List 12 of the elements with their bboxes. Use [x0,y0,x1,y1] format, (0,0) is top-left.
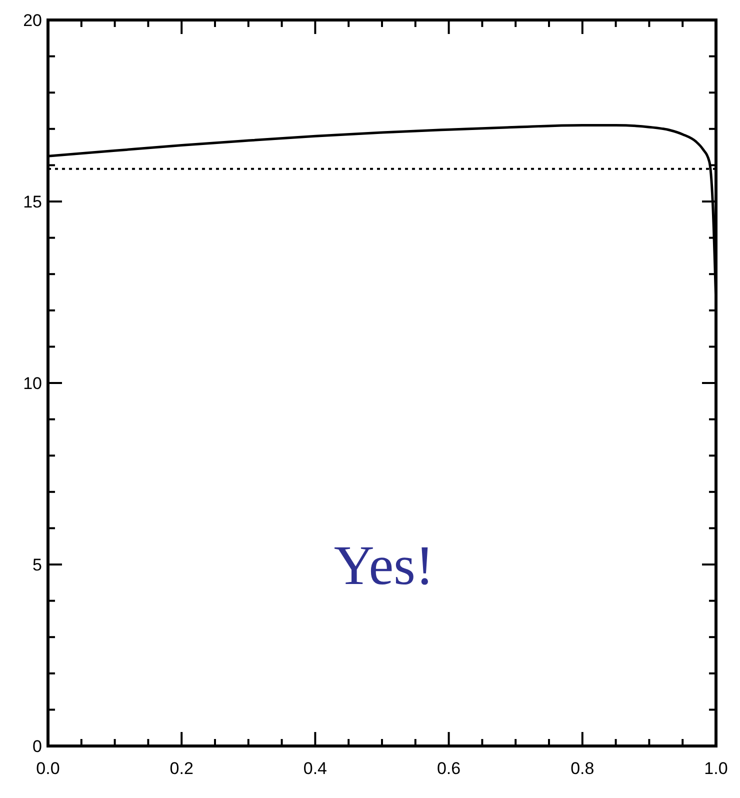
y-tick-label: 15 [23,192,42,212]
y-tick-label: 10 [23,374,42,393]
x-tick-label: 0.0 [36,759,60,778]
y-tick-label: 5 [32,555,42,574]
annotation: Yes! [334,535,434,598]
y-tick-label: 20 [23,10,42,30]
x-tick-label: 0.2 [170,759,194,778]
x-tick-label: 0.8 [570,759,594,778]
x-tick-label: 1.0 [704,759,728,778]
x-tick-label: 0.6 [436,759,461,778]
x-tick-label: 0.4 [303,759,328,778]
y-tick-label: 0 [32,736,42,756]
